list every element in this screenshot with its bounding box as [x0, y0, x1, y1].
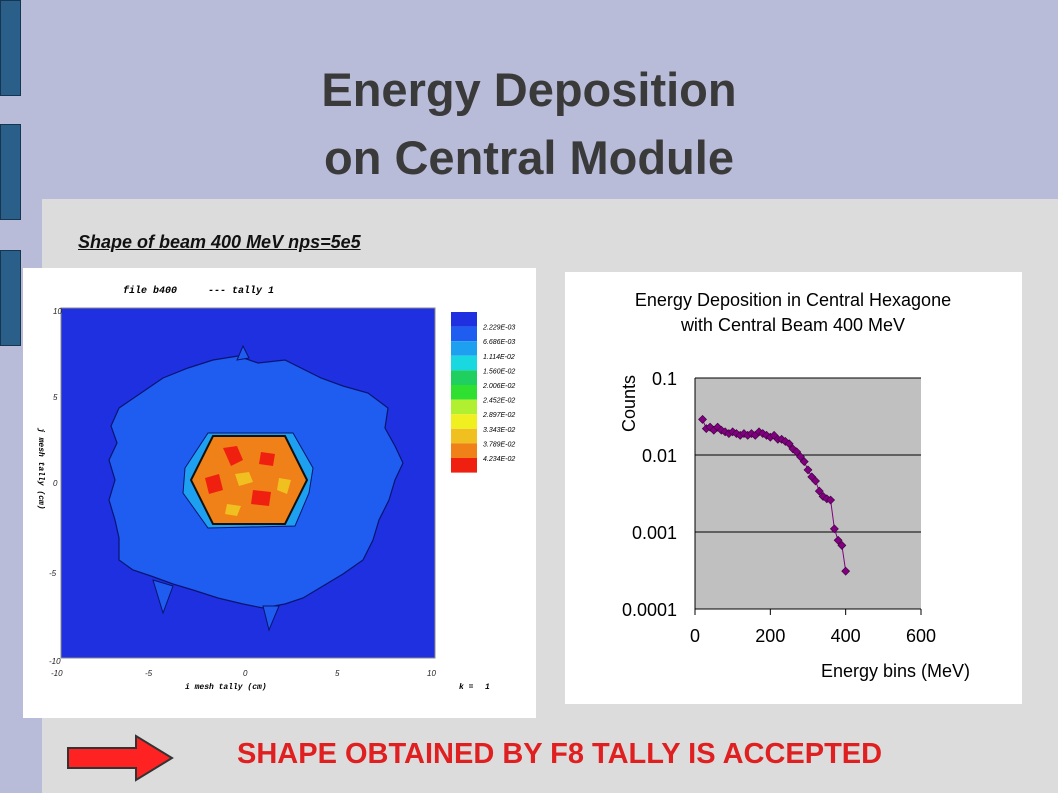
data-point: [780, 437, 790, 446]
data-point: [803, 465, 813, 475]
data-point: [792, 447, 802, 457]
legend-label: 3.343E-02: [483, 427, 515, 434]
chart-ylabel: Counts: [619, 375, 639, 432]
mesh-tally-panel: file b400 --- tally 1 10 5 0 -5 -10: [23, 268, 536, 718]
mesh-x-tick: -10: [51, 669, 63, 678]
mesh-ylabel: j mesh tally (cm): [36, 427, 45, 510]
energy-deposition-chart: Energy Deposition in Central Hexagone wi…: [619, 290, 970, 681]
data-point: [841, 566, 851, 576]
legend-label: 2.897E-02: [482, 412, 515, 419]
slide-title-line1: Energy Deposition: [321, 63, 737, 116]
legend-label: 2.452E-02: [482, 398, 515, 405]
data-point: [837, 540, 847, 550]
data-point: [811, 476, 820, 486]
mesh-y-tick: 0: [53, 479, 58, 488]
slide-subtitle: Shape of beam 400 MeV nps=5e5: [78, 232, 361, 252]
legend-swatch: [451, 414, 477, 429]
accent-bar: [0, 124, 21, 220]
data-point: [829, 524, 839, 534]
chart-subtitle: with Central Beam 400 MeV: [680, 315, 905, 335]
mesh-header-tally: --- tally 1: [208, 285, 274, 297]
legend-swatch: [451, 326, 477, 342]
mesh-xlabel: i mesh tally (cm): [185, 683, 267, 692]
legend-label: 1.114E-02: [483, 354, 515, 361]
data-point: [799, 457, 809, 467]
mesh-x-tick: 0: [243, 669, 248, 678]
mesh-tally-plot: file b400 --- tally 1 10 5 0 -5 -10: [36, 285, 515, 692]
legend-label: 6.686E-03: [483, 339, 515, 346]
energy-chart-panel: Energy Deposition in Central Hexagone wi…: [565, 272, 1022, 704]
mesh-header-file: file b400: [123, 285, 177, 297]
mesh-x-tick: -5: [145, 669, 153, 678]
legend-swatch: [451, 355, 477, 371]
chart-xlabel: Energy bins (MeV): [821, 661, 970, 681]
mesh-x-tick: 5: [335, 669, 340, 678]
mesh-y-tick: -5: [49, 569, 57, 578]
legend-swatch: [451, 428, 477, 444]
data-point: [796, 452, 805, 462]
mesh-legend: 2.229E-03 6.686E-03 1.114E-02 1.560E-02 2.00…: [451, 312, 515, 473]
legend-label: 4.234E-02: [483, 456, 515, 463]
mesh-k-value: 1: [485, 683, 490, 692]
legend-label: 3.789E-02: [483, 441, 515, 448]
y-tick-label: 0.001: [632, 523, 677, 543]
legend-swatch: [451, 312, 477, 327]
mesh-y-tick: 5: [53, 393, 58, 402]
x-tick-label: 400: [831, 626, 861, 646]
legend-swatch: [451, 443, 477, 458]
accent-bar: [0, 0, 21, 96]
legend-label: 2.229E-03: [482, 325, 515, 332]
legend-swatch: [451, 370, 477, 385]
data-point: [826, 495, 836, 505]
y-tick-label: 0.01: [642, 446, 677, 466]
legend-swatch: [451, 341, 477, 356]
accent-bar: [0, 250, 21, 346]
right-arrow-icon: [67, 734, 174, 782]
legend-label: 1.560E-02: [483, 368, 515, 375]
chart-title: Energy Deposition in Central Hexagone: [635, 290, 951, 310]
chart-plot-area: [695, 378, 921, 609]
data-point: [784, 439, 794, 449]
data-point: [698, 414, 707, 424]
y-tick-label: 0.0001: [622, 600, 677, 620]
x-tick-label: 600: [906, 626, 936, 646]
legend-swatch: [451, 385, 477, 400]
mesh-y-tick: -10: [49, 657, 61, 666]
legend-label: 2.006E-02: [482, 383, 515, 390]
data-point: [833, 535, 843, 545]
legend-swatch: [451, 399, 477, 415]
data-point: [705, 422, 715, 432]
mesh-x-tick: 10: [427, 669, 436, 678]
legend-swatch: [451, 458, 477, 473]
data-point: [713, 422, 723, 432]
slide-title-line2: on Central Module: [324, 131, 734, 184]
x-tick-label: 200: [755, 626, 785, 646]
data-point: [814, 486, 824, 496]
mesh-k-label: k =: [459, 683, 474, 692]
x-tick-label: 0: [690, 626, 700, 646]
verdict-text: SHAPE OBTAINED BY F8 TALLY IS ACCEPTED: [237, 738, 883, 770]
y-tick-label: 0.1: [652, 369, 677, 389]
mesh-y-tick: 10: [53, 307, 62, 316]
